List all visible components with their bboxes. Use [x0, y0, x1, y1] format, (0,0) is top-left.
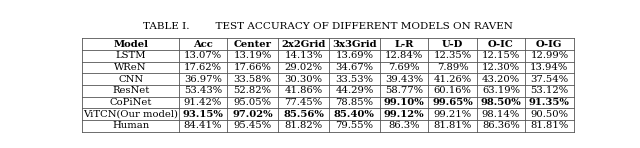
Text: 85.56%: 85.56%	[283, 110, 324, 119]
Text: 81.81%: 81.81%	[433, 121, 472, 130]
Text: Model: Model	[113, 40, 148, 49]
Text: Human: Human	[112, 121, 149, 130]
Text: 58.77%: 58.77%	[385, 86, 423, 95]
Text: 86.3%: 86.3%	[388, 121, 420, 130]
Text: 79.55%: 79.55%	[335, 121, 373, 130]
Text: 12.99%: 12.99%	[531, 51, 568, 60]
Text: 60.16%: 60.16%	[433, 86, 472, 95]
Text: 85.40%: 85.40%	[334, 110, 375, 119]
Text: 29.02%: 29.02%	[284, 63, 323, 72]
Text: 14.13%: 14.13%	[284, 51, 323, 60]
Text: 12.15%: 12.15%	[482, 51, 520, 60]
Text: 90.50%: 90.50%	[531, 110, 568, 119]
Text: 37.54%: 37.54%	[531, 75, 568, 84]
Text: 12.30%: 12.30%	[482, 63, 520, 72]
Text: 98.14%: 98.14%	[482, 110, 520, 119]
Text: 86.36%: 86.36%	[482, 121, 520, 130]
Text: 41.26%: 41.26%	[433, 75, 472, 84]
Text: 99.10%: 99.10%	[383, 98, 424, 107]
Text: 84.41%: 84.41%	[184, 121, 222, 130]
Text: 39.43%: 39.43%	[385, 75, 423, 84]
Text: 63.19%: 63.19%	[482, 86, 520, 95]
Text: 99.12%: 99.12%	[384, 110, 424, 119]
Text: 33.53%: 33.53%	[335, 75, 373, 84]
Text: L-R: L-R	[394, 40, 413, 49]
Text: 3x3Grid: 3x3Grid	[332, 40, 377, 49]
Text: 41.86%: 41.86%	[284, 86, 323, 95]
Text: WReN: WReN	[115, 63, 147, 72]
Text: O-IC: O-IC	[488, 40, 514, 49]
Text: 13.19%: 13.19%	[234, 51, 272, 60]
Text: 12.35%: 12.35%	[433, 51, 472, 60]
Text: 91.42%: 91.42%	[184, 98, 222, 107]
Text: 17.66%: 17.66%	[234, 63, 271, 72]
Text: 77.45%: 77.45%	[284, 98, 323, 107]
Text: 7.89%: 7.89%	[436, 63, 468, 72]
Text: 2x2Grid: 2x2Grid	[282, 40, 326, 49]
Text: 33.58%: 33.58%	[234, 75, 271, 84]
Text: U-D: U-D	[442, 40, 463, 49]
Text: 12.84%: 12.84%	[385, 51, 423, 60]
Text: 13.94%: 13.94%	[530, 63, 568, 72]
Text: 99.65%: 99.65%	[432, 98, 473, 107]
Text: 34.67%: 34.67%	[335, 63, 373, 72]
Text: 53.43%: 53.43%	[184, 86, 222, 95]
Text: ResNet: ResNet	[112, 86, 149, 95]
Text: Center: Center	[234, 40, 271, 49]
Text: 7.69%: 7.69%	[388, 63, 420, 72]
Text: O-IG: O-IG	[536, 40, 563, 49]
Text: 43.20%: 43.20%	[482, 75, 520, 84]
Text: 52.82%: 52.82%	[234, 86, 271, 95]
Text: LSTM: LSTM	[115, 51, 146, 60]
Text: CoPiNet: CoPiNet	[109, 98, 152, 107]
Text: 99.21%: 99.21%	[433, 110, 472, 119]
Text: 93.15%: 93.15%	[182, 110, 223, 119]
Text: 53.12%: 53.12%	[531, 86, 568, 95]
Text: Acc: Acc	[193, 40, 212, 49]
Text: 13.07%: 13.07%	[184, 51, 222, 60]
Text: ViTCN(Our model): ViTCN(Our model)	[83, 110, 178, 119]
Text: 81.82%: 81.82%	[284, 121, 323, 130]
Text: 91.35%: 91.35%	[529, 98, 570, 107]
Text: 78.85%: 78.85%	[335, 98, 373, 107]
Text: 30.30%: 30.30%	[284, 75, 323, 84]
Text: 95.45%: 95.45%	[234, 121, 271, 130]
Text: 97.02%: 97.02%	[232, 110, 273, 119]
Text: TABLE I.        TEST ACCURACY OF DIFFERENT MODELS ON RAVEN: TABLE I. TEST ACCURACY OF DIFFERENT MODE…	[143, 22, 513, 32]
Text: 81.81%: 81.81%	[530, 121, 568, 130]
Text: 95.05%: 95.05%	[234, 98, 271, 107]
Text: 36.97%: 36.97%	[184, 75, 222, 84]
Text: CNN: CNN	[118, 75, 143, 84]
Text: 44.29%: 44.29%	[335, 86, 374, 95]
Text: 98.50%: 98.50%	[481, 98, 521, 107]
Text: 17.62%: 17.62%	[184, 63, 222, 72]
Text: 13.69%: 13.69%	[335, 51, 373, 60]
